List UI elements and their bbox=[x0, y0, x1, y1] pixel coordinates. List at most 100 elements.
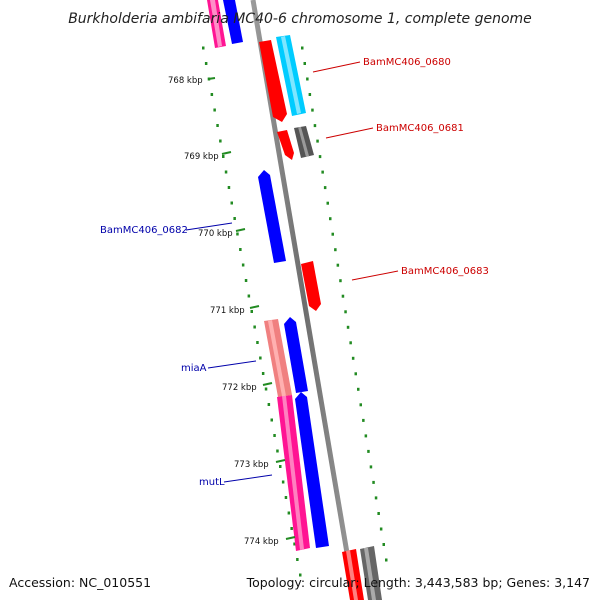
gene-feature[interactable] bbox=[223, 0, 243, 44]
tick-dot bbox=[287, 511, 291, 515]
leader-line bbox=[325, 127, 374, 139]
tick-dot bbox=[323, 186, 327, 190]
tick-dot bbox=[256, 341, 259, 344]
tick-dot bbox=[261, 372, 265, 375]
tick-dot bbox=[247, 294, 251, 298]
tick-dot bbox=[267, 403, 271, 406]
tick-dot bbox=[233, 217, 236, 220]
summary-text: Topology: circular; Length: 3,443,583 bp… bbox=[246, 575, 590, 590]
tick-dot bbox=[303, 62, 306, 65]
label-mutl[interactable]: mutL bbox=[199, 477, 225, 488]
tick-line bbox=[221, 151, 232, 155]
tick-dot bbox=[326, 201, 329, 205]
tick-dot bbox=[311, 108, 314, 112]
tick-dot bbox=[334, 248, 337, 252]
tick-dot bbox=[210, 93, 214, 96]
gene-feature[interactable] bbox=[268, 320, 286, 396]
tick-dot bbox=[351, 356, 355, 360]
gene-feature[interactable] bbox=[210, 0, 222, 47]
tick-dot bbox=[264, 387, 268, 391]
tick-label-769: 769 kbp bbox=[184, 152, 219, 162]
tick-dot bbox=[259, 356, 262, 360]
tick-label-768: 768 kbp bbox=[168, 76, 203, 86]
leader-line bbox=[223, 474, 273, 483]
tick-dot bbox=[236, 232, 239, 236]
tick-dot bbox=[253, 325, 256, 329]
tick-dot bbox=[216, 124, 219, 127]
label-miaa[interactable]: miaA bbox=[181, 363, 207, 374]
tick-label-771: 771 kbp bbox=[210, 306, 245, 316]
label-bammc406-0683[interactable]: BamMC406_0683 bbox=[401, 266, 489, 277]
tick-dot bbox=[357, 387, 360, 391]
tick-dot bbox=[241, 263, 245, 267]
tick-dot bbox=[374, 496, 378, 500]
tick-dot bbox=[293, 542, 296, 546]
tick-dot bbox=[385, 558, 388, 562]
tick-line bbox=[207, 77, 216, 80]
tick-dot bbox=[344, 310, 347, 314]
leader-line bbox=[185, 222, 233, 231]
gene-feature[interactable] bbox=[284, 317, 308, 393]
gene-feature-bammc406-0683[interactable] bbox=[301, 261, 321, 311]
tick-dot bbox=[349, 341, 352, 345]
tick-dot bbox=[372, 480, 375, 484]
gene-feature-bammc406-0681[interactable] bbox=[277, 130, 294, 160]
tick-dot bbox=[321, 170, 324, 174]
label-bammc406-0682[interactable]: BamMC406_0682 bbox=[100, 225, 188, 236]
tick-dot bbox=[239, 248, 242, 251]
tick-dot bbox=[219, 139, 222, 143]
tick-dot bbox=[364, 434, 368, 438]
tick-line bbox=[249, 305, 260, 309]
leader-line bbox=[207, 360, 257, 369]
tick-dot bbox=[354, 372, 357, 376]
tick-dot bbox=[279, 465, 282, 468]
tick-dot bbox=[318, 155, 322, 159]
tick-dot bbox=[284, 496, 288, 499]
leader-line bbox=[351, 270, 399, 281]
gene-feature[interactable] bbox=[281, 36, 301, 114]
tick-dot bbox=[339, 279, 342, 283]
gene-feature[interactable] bbox=[295, 392, 329, 548]
tick-label-773: 773 kbp bbox=[234, 460, 269, 470]
accession-text: Accession: NC_010551 bbox=[9, 575, 151, 590]
tick-dot bbox=[341, 294, 345, 298]
gene-feature[interactable] bbox=[346, 550, 358, 600]
leader-line bbox=[312, 61, 361, 73]
tick-dot bbox=[313, 124, 317, 128]
label-bammc406-0680[interactable]: BamMC406_0680 bbox=[363, 57, 451, 68]
gene-labels: BamMC406_0680 BamMC406_0681 BamMC406_068… bbox=[100, 57, 489, 488]
tick-dot bbox=[244, 279, 248, 282]
gene-feature-bammc406-0680[interactable] bbox=[259, 40, 287, 122]
map-title: Burkholderia ambifaria MC40-6 chromosome… bbox=[68, 11, 532, 27]
gene-features bbox=[207, 0, 382, 600]
tick-dot bbox=[369, 465, 373, 469]
tick-dot bbox=[377, 512, 380, 515]
tick-dot bbox=[230, 201, 233, 205]
tick-dot bbox=[359, 403, 362, 407]
tick-dot bbox=[379, 527, 383, 531]
tick-dot bbox=[250, 310, 253, 313]
tick-dot bbox=[273, 434, 276, 437]
tick-dot bbox=[281, 480, 285, 484]
tick-marks bbox=[202, 46, 388, 577]
tick-dot bbox=[299, 573, 302, 577]
tick-dot bbox=[213, 108, 216, 112]
gene-feature-bammc406-0682[interactable] bbox=[258, 170, 286, 263]
tick-dot bbox=[346, 325, 350, 329]
label-bammc406-0681[interactable]: BamMC406_0681 bbox=[376, 123, 464, 134]
tick-dot bbox=[290, 527, 293, 530]
tick-dot bbox=[382, 543, 385, 546]
tick-dot bbox=[331, 232, 334, 236]
tick-dot bbox=[316, 139, 319, 143]
tick-label-774: 774 kbp bbox=[244, 537, 279, 547]
tick-dot bbox=[362, 418, 365, 422]
tick-line bbox=[275, 459, 286, 463]
gene-feature[interactable] bbox=[298, 127, 309, 157]
gene-feature[interactable] bbox=[282, 396, 304, 550]
tick-dot bbox=[296, 558, 299, 561]
gene-feature[interactable] bbox=[364, 548, 376, 600]
tick-dot bbox=[367, 449, 370, 453]
tick-dot bbox=[336, 263, 340, 267]
